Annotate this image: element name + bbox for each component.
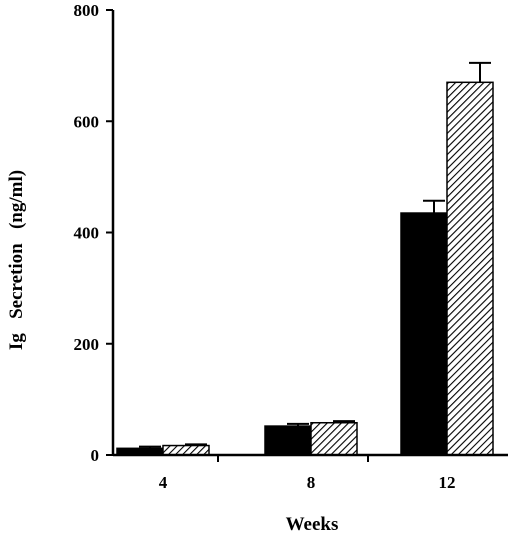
y-tick-label-600: 600 bbox=[74, 112, 100, 131]
axes-group: 0 200 400 600 800 4 8 12 bbox=[74, 1, 508, 492]
y-tick-label-200: 200 bbox=[74, 335, 100, 354]
y-tick-label-0: 0 bbox=[91, 446, 100, 465]
x-tick-label-12: 12 bbox=[439, 473, 456, 492]
bars-group bbox=[116, 61, 494, 456]
y-axis-label: Ig Secretion (ng/ml) bbox=[6, 170, 27, 350]
bar-8-series-1 bbox=[264, 425, 312, 456]
x-axis-label: Weeks bbox=[286, 514, 339, 535]
y-tick-label-400: 400 bbox=[74, 224, 100, 243]
bar-12-series-2 bbox=[446, 81, 494, 456]
bar-12-series-1 bbox=[400, 212, 448, 456]
y-tick-label-800: 800 bbox=[74, 1, 100, 20]
x-tick-label-8: 8 bbox=[307, 473, 316, 492]
x-tick-label-4: 4 bbox=[159, 473, 168, 492]
bar-8-series-2 bbox=[310, 421, 358, 456]
bar-4-series-2 bbox=[162, 444, 210, 456]
